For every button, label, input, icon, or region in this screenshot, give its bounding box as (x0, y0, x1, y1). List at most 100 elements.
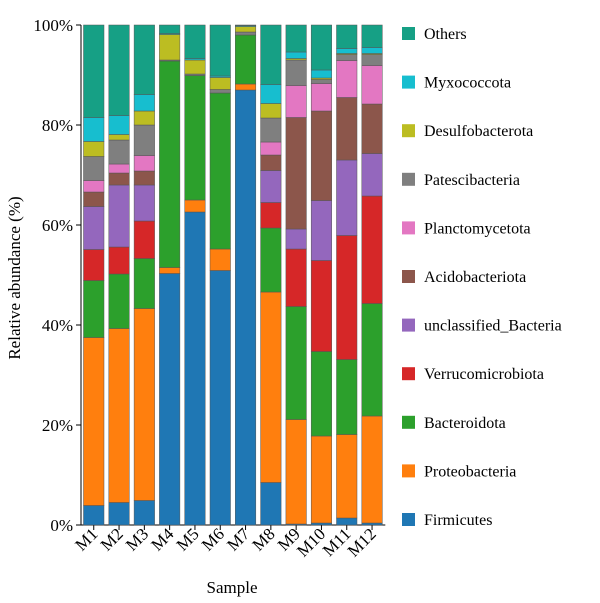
bar-segment-proteobacteria (133, 308, 155, 501)
legend-label: Verrucomicrobiota (424, 366, 544, 383)
bar-segment-firmicutes (159, 273, 181, 526)
bar-segment-patescibacteria (285, 59, 307, 86)
bar-segment-desulfobacterota (184, 59, 206, 75)
legend-label: Firmicutes (424, 512, 492, 529)
legend-swatch (402, 318, 415, 332)
legend-swatch (402, 415, 415, 429)
bar-segment-firmicutes (235, 89, 257, 526)
bar-segment-patescibacteria (361, 54, 383, 66)
legend-swatch (402, 367, 415, 381)
bar-segment-desulfobacterota (209, 77, 231, 90)
y-tick-label: 100% (33, 16, 73, 35)
y-tick-label: 40% (42, 316, 73, 335)
bar-segment-acidobacteriota (285, 117, 307, 230)
bar-segment-acidobacteriota (310, 110, 332, 201)
bar-segment-others (260, 24, 282, 85)
bar-segment-firmicutes (361, 522, 383, 526)
legend-label: Myxococcota (424, 75, 511, 92)
bar-segment-proteobacteria (285, 419, 307, 525)
bar-segment-bacteroidota (336, 359, 358, 435)
bar-segment-patescibacteria (83, 156, 105, 181)
bar-segment-planctomycetota (133, 155, 155, 172)
bar-segment-desulfobacterota (260, 103, 282, 119)
legend-swatch (402, 270, 415, 283)
bar-segment-others (83, 24, 105, 118)
bar-segment-verrucomicrobiota (108, 246, 130, 275)
y-tick-label: 20% (42, 416, 73, 435)
bar-segment-proteobacteria (235, 83, 257, 91)
bar-segment-others (209, 24, 231, 77)
bar-stack-m5 (184, 24, 206, 526)
bar-segment-verrucomicrobiota (83, 249, 105, 281)
bar-segment-desulfobacterota (83, 141, 105, 157)
legend-item-verrucomicrobiota: Verrucomicrobiota (402, 366, 544, 383)
bar-segment-firmicutes (310, 522, 332, 526)
bar-segment-firmicutes (108, 502, 130, 526)
legend-item-bacteroidota: Bacteroidota (402, 415, 506, 432)
bar-segment-patescibacteria (108, 139, 130, 165)
bar-segment-myxococcota (260, 84, 282, 104)
bar-segment-proteobacteria (260, 291, 282, 483)
bar-stack-m2 (108, 24, 130, 526)
bar-stack-m12 (361, 24, 383, 526)
bar-segment-myxococcota (133, 94, 155, 112)
bar-segment-planctomycetota (83, 180, 105, 193)
bar-stack-m1 (83, 24, 105, 526)
bar-segment-unclassified-bacteria (260, 170, 282, 203)
legend-item-acidobacteriota: Acidobacteriota (402, 269, 526, 286)
legend-swatch (402, 513, 415, 526)
legend-item-proteobacteria: Proteobacteria (402, 463, 516, 480)
legend-label: Acidobacteriota (424, 269, 526, 286)
bar-segment-others (108, 24, 130, 116)
bar-segment-proteobacteria (310, 435, 332, 524)
bar-segment-bacteroidota (83, 280, 105, 338)
bar-segment-proteobacteria (209, 248, 231, 271)
bar-segment-planctomycetota (310, 83, 332, 112)
legend-item-firmicutes: Firmicutes (402, 512, 492, 529)
bar-segment-patescibacteria (260, 117, 282, 143)
bar-stack-m8 (260, 24, 282, 526)
bar-segment-firmicutes (336, 517, 358, 526)
bar-segment-unclassified-bacteria (310, 200, 332, 261)
legend-label: unclassified_Bacteria (424, 318, 562, 335)
bar-segment-planctomycetota (108, 163, 130, 174)
bar-segment-verrucomicrobiota (310, 260, 332, 352)
bar-segment-firmicutes (209, 270, 231, 526)
bar-segment-bacteroidota (108, 273, 130, 329)
bar-segment-unclassified-bacteria (108, 184, 130, 248)
bar-segment-proteobacteria (159, 267, 181, 274)
bar-stack-m4 (159, 24, 181, 526)
bar-segment-acidobacteriota (108, 172, 130, 186)
bar-segment-myxococcota (361, 47, 383, 54)
legend-swatch (402, 172, 415, 186)
bar-stack-m7 (235, 24, 257, 526)
bar-segment-acidobacteriota (336, 97, 358, 161)
bar-segment-acidobacteriota (133, 170, 155, 186)
bar-segment-others (310, 24, 332, 71)
y-tick-label: 0% (50, 516, 73, 535)
legend-item-planctomycetota: Planctomycetota (402, 220, 531, 237)
bar-segment-acidobacteriota (83, 191, 105, 207)
bar-segment-verrucomicrobiota (133, 220, 155, 259)
bar-segment-bacteroidota (133, 258, 155, 309)
legend-label: Planctomycetota (424, 220, 531, 237)
bar-segment-unclassified-bacteria (133, 184, 155, 222)
bar-segment-bacteroidota (361, 303, 383, 417)
bar-segment-others (133, 24, 155, 95)
bar-segment-planctomycetota (260, 141, 282, 156)
legend-swatch (402, 221, 415, 235)
bar-stack-m6 (209, 24, 231, 526)
bar-segment-unclassified-bacteria (361, 153, 383, 197)
bar-segment-others (159, 24, 181, 34)
bar-segment-others (361, 24, 383, 48)
bar-segment-proteobacteria (83, 337, 105, 506)
bar-segment-firmicutes (133, 500, 155, 526)
bar-segment-firmicutes (260, 482, 282, 526)
legend-swatch (402, 464, 415, 478)
bar-segment-planctomycetota (336, 60, 358, 98)
bar-segment-myxococcota (108, 115, 130, 135)
bar-segment-others (285, 24, 307, 53)
bar-segment-desulfobacterota (108, 134, 130, 141)
bar-segment-others (235, 24, 257, 26)
